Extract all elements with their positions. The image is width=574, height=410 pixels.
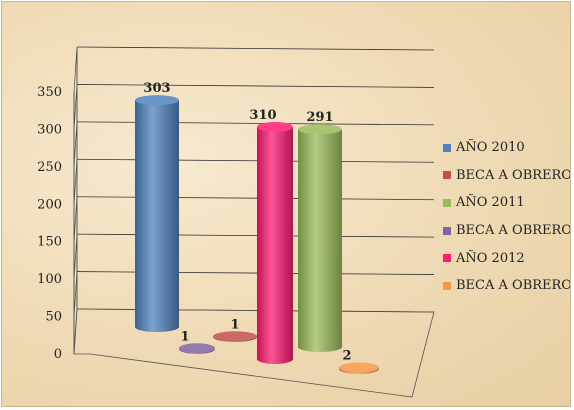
data-label: 1 xyxy=(180,329,189,344)
gridline xyxy=(76,84,435,88)
y-tick-label: 100 xyxy=(37,272,62,287)
bar-cylinder-top xyxy=(257,121,293,132)
y-tick-label: 50 xyxy=(45,310,62,325)
legend-label: BECA A OBRERO xyxy=(456,278,571,294)
legend-label: AÑO 2011 xyxy=(456,195,525,211)
gridline xyxy=(76,271,435,275)
legend-label: AÑO 2012 xyxy=(456,250,525,266)
legend-swatch xyxy=(443,226,451,235)
bar-cylinder-top xyxy=(179,343,215,354)
y-tick-label: 250 xyxy=(37,160,62,175)
data-label: 310 xyxy=(249,108,276,123)
legend-item: BECA A OBRERO xyxy=(443,162,571,190)
legend-item: AÑO 2010 xyxy=(443,134,570,162)
gridline xyxy=(76,158,435,163)
legend-item: AÑO 2011 xyxy=(443,189,570,217)
data-label: 1 xyxy=(230,317,239,332)
labels: 303 1 1 310 291 2 xyxy=(143,81,351,363)
cylinder-bar-chart: 0 50 100 150 200 250 300 350 303 1 1 310 291 2 xyxy=(37,46,435,398)
gridline xyxy=(76,46,435,51)
bar-cylinder-top xyxy=(298,124,342,135)
bar-cylinder-top xyxy=(135,95,179,106)
legend-item: AÑO 2012 xyxy=(443,244,570,272)
legend-swatch xyxy=(443,254,451,263)
gridline xyxy=(76,196,435,201)
bar-cylinder-body xyxy=(298,129,342,352)
legend: AÑO 2010 BECA A OBRERO AÑO 2011 BECA A O… xyxy=(443,134,571,300)
legend-swatch xyxy=(443,198,451,207)
y-tick-label: 300 xyxy=(37,122,62,137)
legend-item: BECA A OBRERO xyxy=(443,217,571,245)
bars xyxy=(135,95,379,374)
data-label: 2 xyxy=(342,349,351,364)
legend-label: AÑO 2010 xyxy=(456,140,525,156)
y-tick-label: 0 xyxy=(54,347,62,362)
legend-swatch xyxy=(443,171,451,180)
data-label: 291 xyxy=(306,110,333,125)
legend-label: BECA A OBRERO xyxy=(456,223,571,239)
floor xyxy=(73,308,435,398)
y-tick-label: 200 xyxy=(37,197,62,212)
gridline-side xyxy=(73,46,78,93)
legend-swatch xyxy=(443,281,451,290)
y-tick-label: 150 xyxy=(37,235,62,250)
bar-cylinder-top xyxy=(213,331,257,342)
legend-label: BECA A OBRERO xyxy=(456,167,571,183)
data-label: 303 xyxy=(143,81,170,96)
axes: 0 50 100 150 200 250 300 350 xyxy=(37,46,435,398)
bar-cylinder-top xyxy=(339,362,379,373)
y-tick-label: 350 xyxy=(37,85,62,100)
legend-item: BECA A OBRERO xyxy=(443,272,571,300)
legend-swatch xyxy=(443,143,451,152)
bar-cylinder-body xyxy=(257,126,293,364)
gridline xyxy=(76,233,435,238)
bar-cylinder-body xyxy=(135,100,179,332)
